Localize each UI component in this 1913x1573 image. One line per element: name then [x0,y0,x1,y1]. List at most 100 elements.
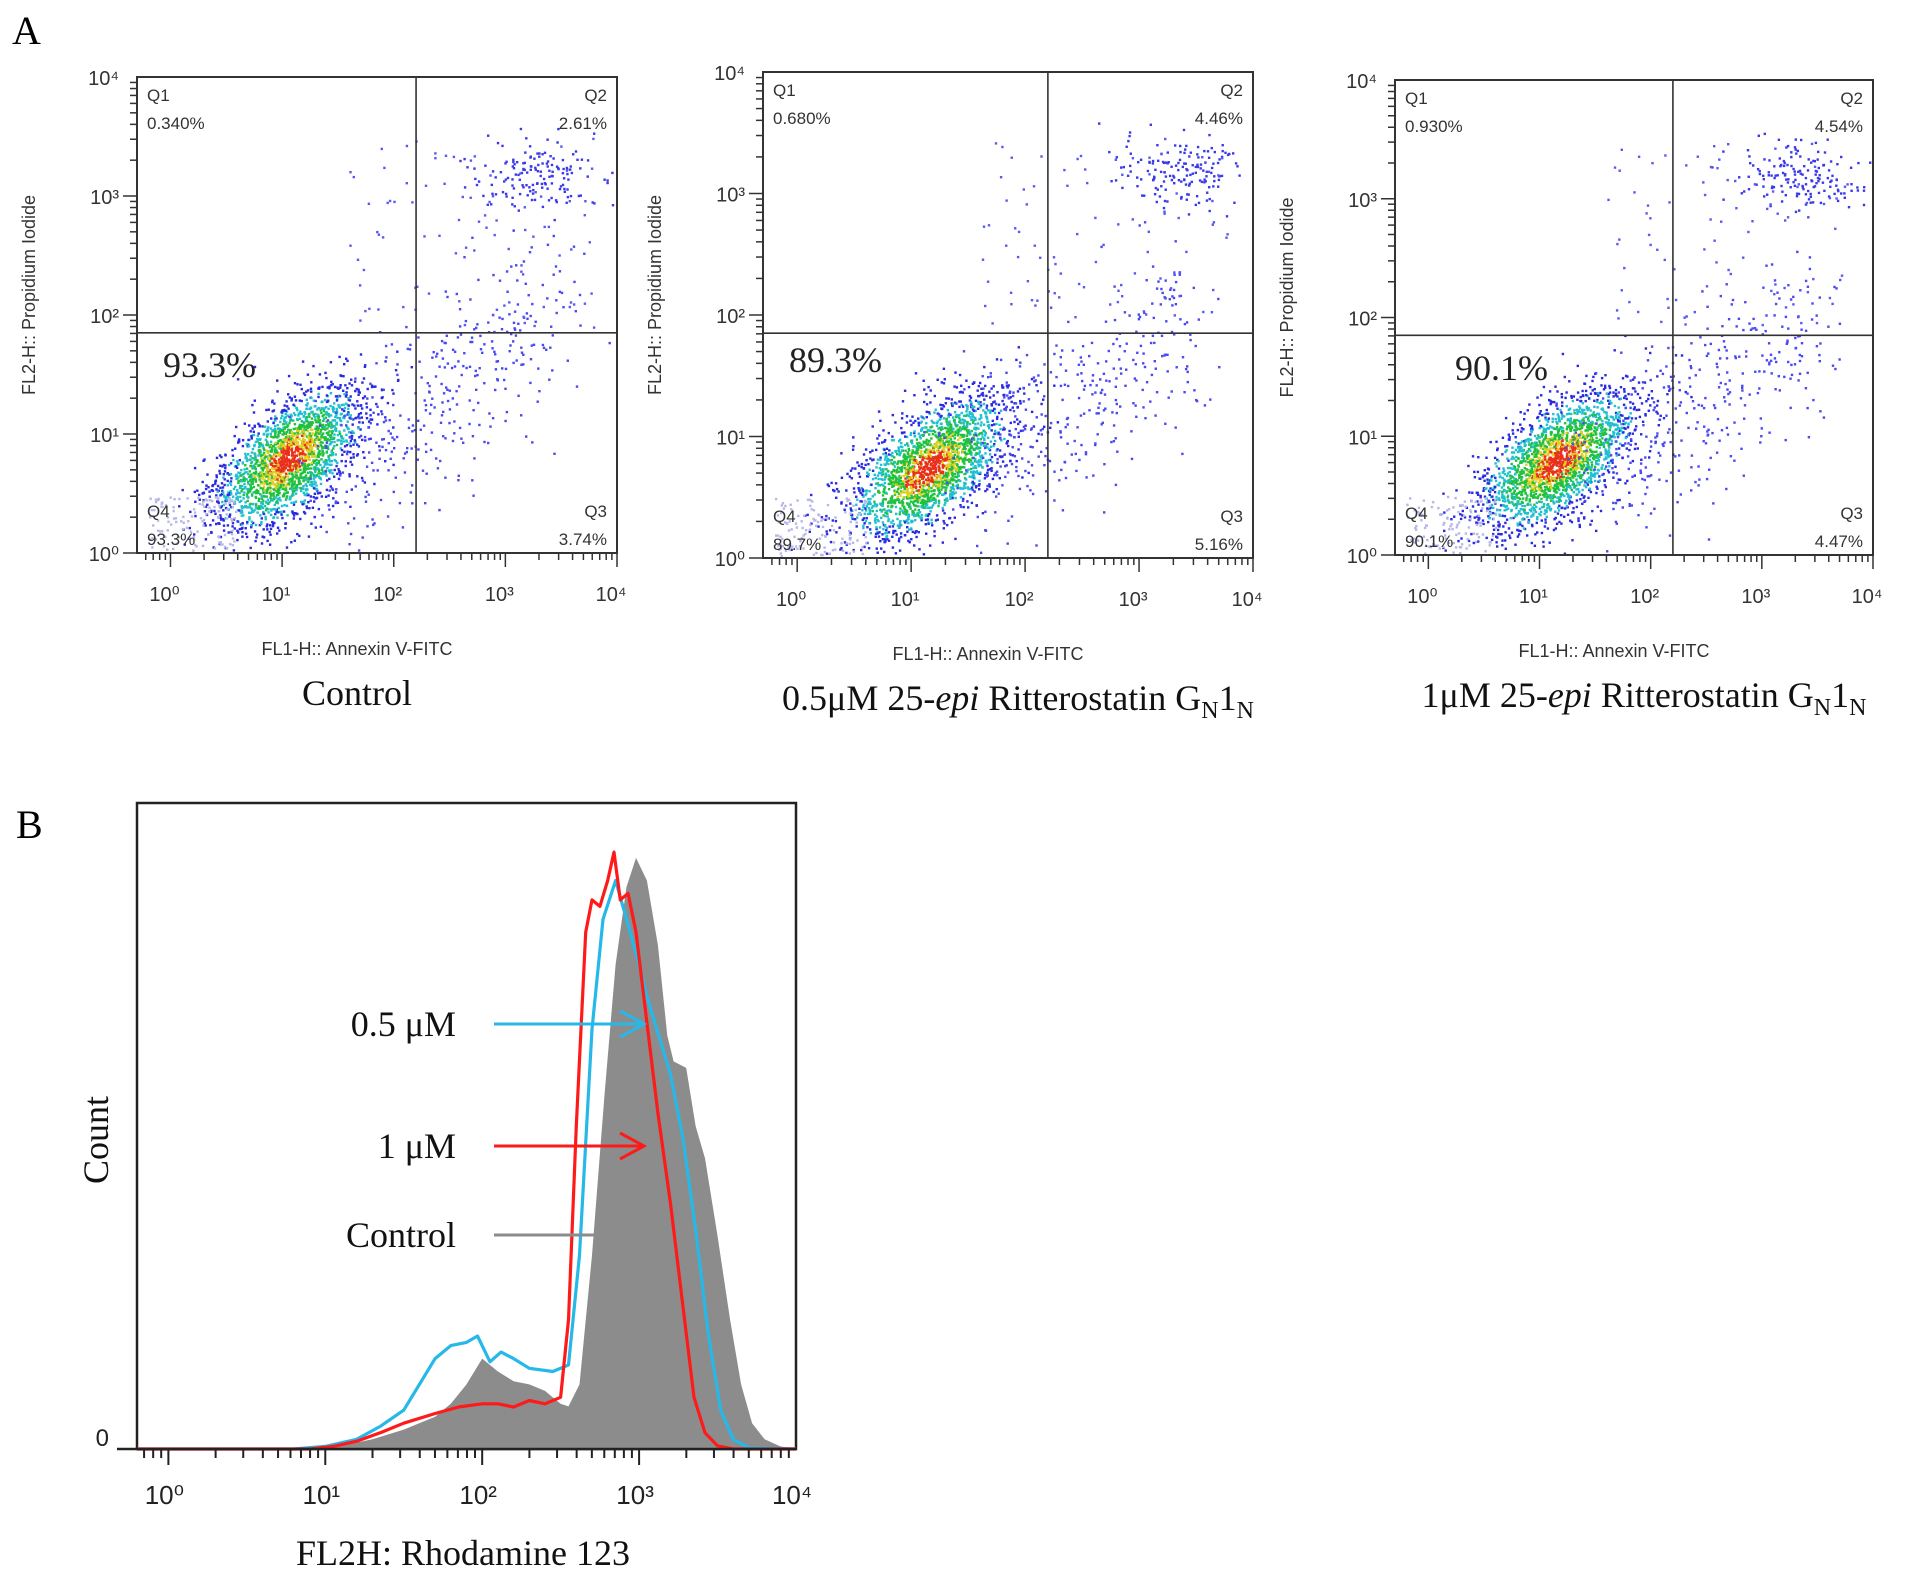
scatter-point [913,462,916,465]
scatter-point [411,430,414,433]
scatter-point [313,487,316,490]
scatter-point [940,460,944,463]
scatter-point [320,428,323,431]
scatter-point [954,496,957,500]
scatter-point [401,526,405,529]
scatter-point [345,424,348,427]
scatter-point [924,472,927,475]
scatter-point [319,444,322,447]
scatter-point [491,417,495,420]
scatter-point [241,488,244,491]
scatter-point [864,489,867,492]
scatter-point [230,500,234,503]
scatter-point [932,460,935,463]
scatter-point [924,461,927,464]
scatter-point [956,446,960,449]
scatter-point [1011,406,1014,409]
scatter-point [314,444,317,447]
scatter-point [942,527,945,530]
scatter-point [231,506,234,509]
scatter-point [918,548,921,551]
scatter-point [543,182,547,185]
scatter-point [894,421,897,424]
scatter-point [936,435,939,439]
quadrant-value-q4: 93.3% [147,530,195,549]
scatter-point [260,454,263,458]
scatter-point [903,487,906,491]
scatter-point [1035,439,1039,443]
scatter-point [248,424,251,427]
scatter-point [256,440,259,443]
scatter-point [229,543,232,546]
scatter-point [1024,424,1027,427]
scatter-point [931,484,935,487]
scatter-point [885,509,889,513]
scatter-point [958,426,962,429]
scatter-point [963,439,966,442]
scatter-point [264,509,268,512]
scatter-point [325,431,328,435]
scatter-point [930,437,933,440]
scatter-point [252,485,256,489]
scatter-point [976,437,980,441]
scatter-point [917,513,920,516]
scatter-point [235,477,238,480]
scatter-point [892,499,895,502]
scatter-point [899,494,902,497]
scatter-point [931,480,934,484]
scatter-point [249,488,252,491]
scatter-point [919,492,922,495]
scatter-point [931,451,934,454]
scatter-point [252,474,255,478]
scatter-point [860,548,863,552]
scatter-point [483,440,486,444]
scatter-point [380,388,384,392]
scatter-point [361,438,364,442]
scatter-point [941,464,944,467]
scatter-point [350,463,354,466]
scatter-point [938,475,942,479]
scatter-point [548,169,551,172]
scatter-point [298,534,301,537]
scatter-point [234,447,237,450]
scatter-point [378,457,381,460]
scatter-point [286,495,289,498]
scatter-point [968,475,971,478]
scatter-point [986,409,990,412]
scatter-point [945,418,948,421]
scatter-point [912,474,915,477]
scatter-point [320,407,323,410]
scatter-point [381,438,384,441]
scatter-point [222,491,225,494]
scatter-point [309,475,312,478]
scatter-point [956,434,959,437]
scatter-point [988,483,991,486]
scatter-point [560,145,563,148]
scatter-point [341,471,345,474]
scatter-point [320,435,323,438]
scatter-point [386,201,389,205]
scatter-point [356,400,359,403]
scatter-point [254,468,257,471]
scatter-point [279,447,282,450]
scatter-point [906,492,909,496]
scatter-point [287,428,290,431]
scatter-point [322,436,326,439]
scatter-points [148,127,615,552]
scatter-point [317,406,320,410]
scatter-point [917,489,920,492]
scatter-point [310,437,314,440]
scatter-point [309,467,313,470]
scatter-point [972,470,976,473]
scatter-point [557,127,560,131]
scatter-point [942,464,946,467]
scatter-point [948,516,952,520]
scatter-point [227,493,231,496]
scatter-point [292,463,296,466]
scatter-point [294,461,297,464]
scatter-point [366,397,369,400]
scatter-point [534,320,537,323]
scatter-point [354,485,357,488]
scatter-point [321,424,324,427]
scatter-point [320,468,324,472]
